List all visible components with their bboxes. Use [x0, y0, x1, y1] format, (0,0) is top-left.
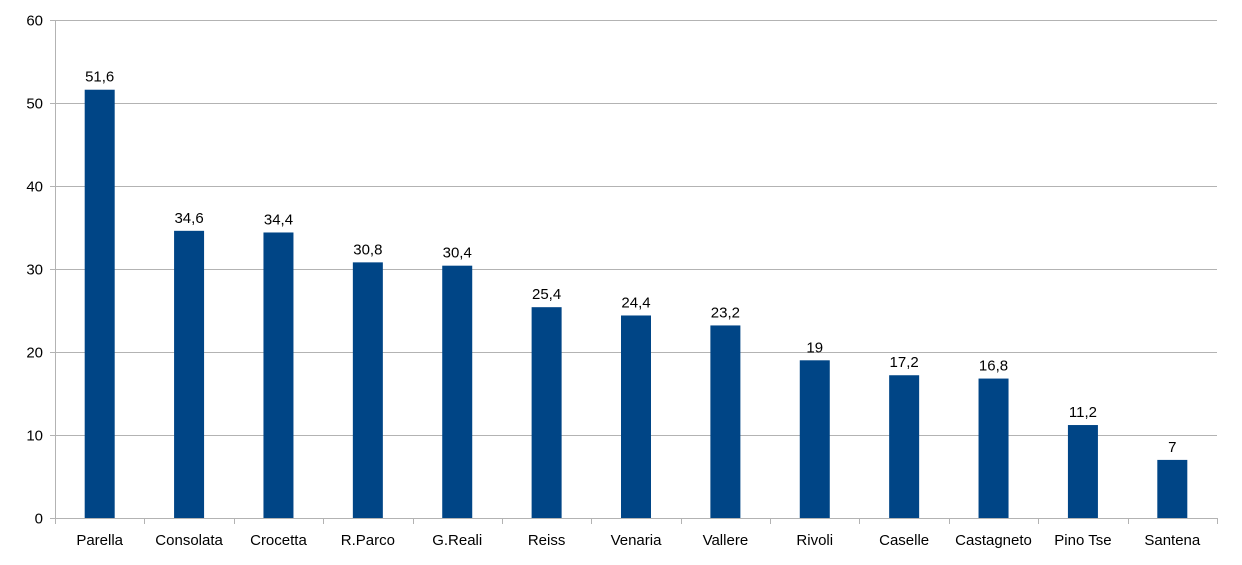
data-labels: 51,6 34,6 34,4 30,8 30,4 25,4 24,4 23,2 19 17,2 16… — [85, 69, 1176, 456]
bar — [621, 315, 651, 518]
bar-value-label: 30,4 — [443, 245, 472, 262]
y-tick-label: 50 — [26, 96, 43, 113]
x-axis-categories: Parella Consolata Crocetta R.Parco G.Reali Re… — [76, 532, 1201, 549]
bar-value-label: 17,2 — [890, 354, 919, 371]
bar — [442, 265, 473, 518]
x-category-label: Venaria — [611, 532, 663, 549]
axes — [55, 20, 1218, 524]
bar-value-label: 34,4 — [264, 211, 293, 228]
bar-value-label: 16,8 — [979, 358, 1008, 375]
x-category-label: Pino Tse — [1054, 532, 1111, 549]
bar-value-label: 51,6 — [85, 69, 114, 86]
bar-value-label: 19 — [806, 339, 823, 356]
gridlines — [55, 20, 1217, 436]
y-tick-label: 60 — [26, 13, 43, 30]
x-category-label: Caselle — [879, 532, 929, 549]
x-category-label: Castagneto — [955, 532, 1032, 549]
x-category-label: G.Reali — [432, 532, 482, 549]
y-tick-label: 10 — [26, 428, 43, 445]
bar — [710, 325, 741, 518]
y-axis-ticks: 0 10 20 30 40 50 60 — [26, 13, 55, 528]
bar — [84, 89, 115, 518]
x-category-label: Parella — [76, 532, 123, 549]
bar-value-label: 25,4 — [532, 286, 561, 303]
bar — [263, 232, 294, 519]
x-category-label: R.Parco — [341, 532, 395, 549]
bar-value-label: 34,6 — [174, 210, 203, 227]
y-tick-label: 40 — [26, 179, 43, 196]
bar — [174, 230, 205, 518]
bar-value-label: 30,8 — [353, 241, 382, 258]
bar — [352, 262, 383, 518]
bar — [889, 375, 920, 518]
bars — [84, 89, 1188, 519]
x-category-label: Rivoli — [796, 532, 833, 549]
y-tick-label: 20 — [26, 345, 43, 362]
bar-value-label: 7 — [1168, 439, 1176, 456]
x-category-label: Reiss — [528, 532, 566, 549]
x-category-label: Santena — [1144, 532, 1201, 549]
x-category-label: Consolata — [155, 532, 223, 549]
y-tick-label: 30 — [26, 262, 43, 279]
bar — [1067, 425, 1098, 518]
x-category-label: Vallere — [703, 532, 749, 549]
bar-value-label: 11,2 — [1069, 404, 1097, 421]
bar — [531, 307, 562, 518]
bar-value-label: 23,2 — [711, 304, 740, 321]
y-tick-label: 0 — [35, 511, 43, 528]
bar — [799, 360, 830, 518]
bar — [1157, 459, 1188, 518]
bar — [978, 378, 1009, 518]
bar-value-label: 24,4 — [621, 294, 650, 311]
x-category-label: Crocetta — [250, 532, 307, 549]
